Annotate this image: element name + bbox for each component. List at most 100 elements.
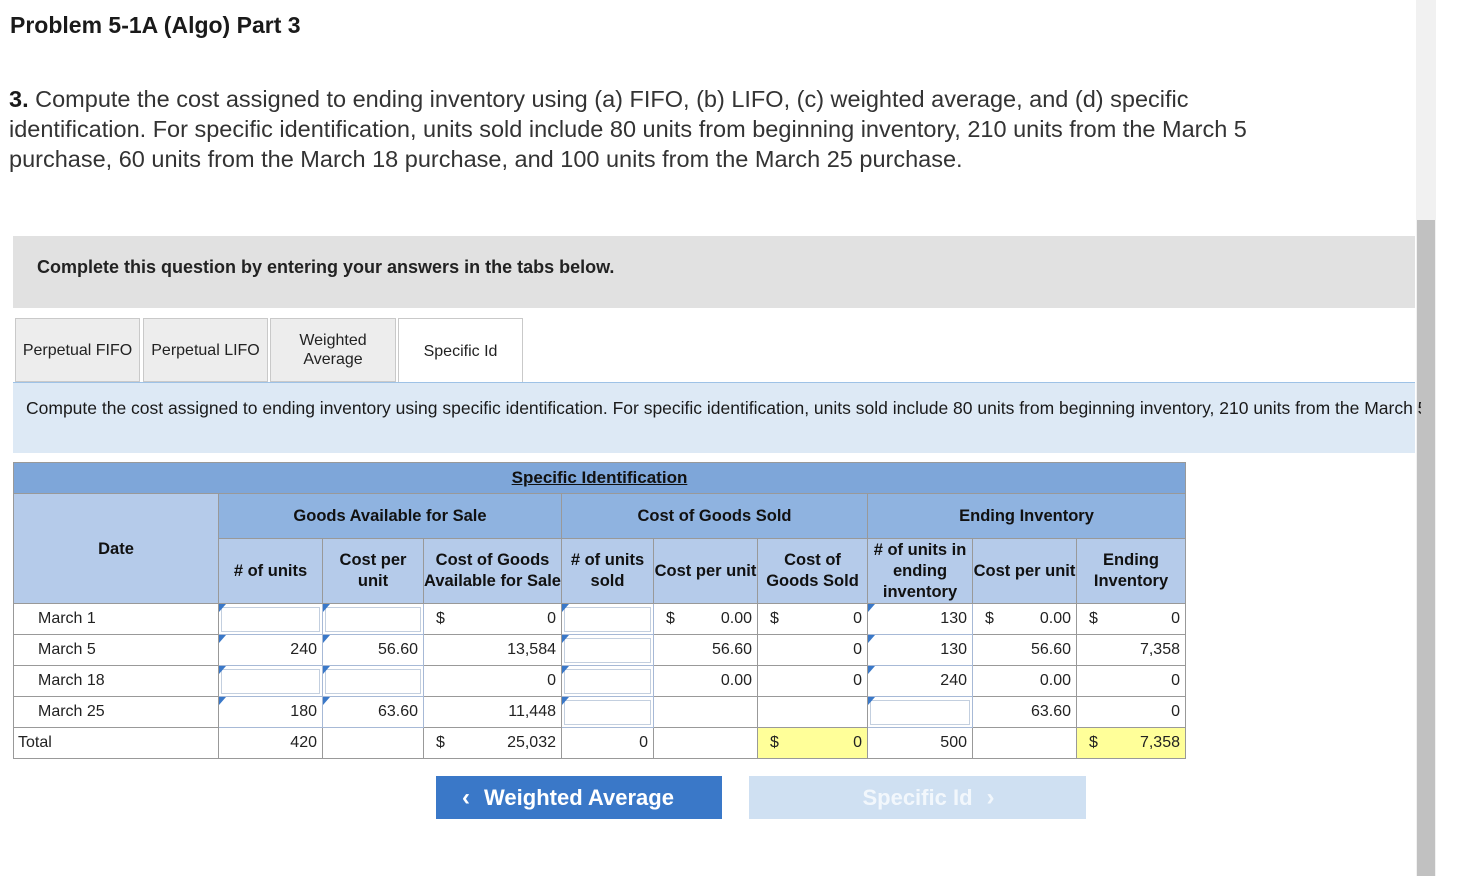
date-cell: March 5 — [13, 634, 219, 666]
total-cogs: $0 — [757, 727, 868, 759]
cost-available-header: Cost of Goods Available for Sale — [423, 538, 562, 604]
vertical-scrollbar[interactable] — [1416, 0, 1436, 876]
value: 7,358 — [1139, 734, 1180, 751]
table-row: March 5 240 56.60 13,584 56.60 0 130 56.… — [13, 634, 1186, 666]
total-label: Total — [13, 727, 219, 759]
units-sold-input[interactable] — [561, 696, 654, 728]
tab-label: Perpetual LIFO — [151, 341, 260, 359]
cost-per-unit-input[interactable] — [322, 665, 424, 697]
tab-instruction: Compute the cost assigned to ending inve… — [13, 383, 1421, 453]
tab-specific-id[interactable]: Specific Id — [398, 318, 523, 384]
next-tab-label: Specific Id — [862, 784, 973, 810]
cogs-header: Cost of Goods Sold — [561, 493, 868, 539]
chevron-right-icon: › — [986, 783, 995, 811]
ending-inventory-column-header: Ending Inventory — [1076, 538, 1186, 604]
page-title: Problem 5-1A (Algo) Part 3 — [10, 12, 301, 38]
cost-per-unit-input[interactable]: 63.60 — [322, 696, 424, 728]
value: 0 — [547, 610, 556, 627]
ending-inventory-cell: $0 — [1076, 603, 1186, 635]
currency-symbol: $ — [436, 734, 445, 751]
currency-symbol: $ — [770, 610, 779, 627]
total-ending-inventory: $7,358 — [1076, 727, 1186, 759]
units-sold-header: # of units sold — [561, 538, 654, 604]
units-sold-input[interactable] — [561, 634, 654, 666]
cogs-cell: $0 — [757, 603, 868, 635]
value: 0 — [1171, 610, 1180, 627]
cogs-cost-per-unit-cell — [653, 696, 758, 728]
chevron-left-icon: ‹ — [462, 783, 471, 811]
total-cost-available: $25,032 — [423, 727, 562, 759]
value: 0.00 — [1039, 610, 1071, 627]
banner-text: Complete this question by entering your … — [37, 257, 615, 277]
units-ending-input[interactable] — [867, 696, 973, 728]
ending-cost-per-unit-cell: $0.00 — [972, 603, 1077, 635]
tab-weighted-average[interactable]: Weighted Average — [270, 318, 396, 382]
units-input[interactable] — [218, 603, 323, 635]
specific-identification-table: Specific Identification Date Goods Avail… — [13, 462, 1186, 759]
cogs-cell: 0 — [757, 665, 868, 697]
cost-per-unit-input[interactable]: 56.60 — [322, 634, 424, 666]
date-cell: March 1 — [13, 603, 219, 635]
units-input[interactable] — [218, 665, 323, 697]
ending-inventory-header: Ending Inventory — [867, 493, 1186, 539]
units-input[interactable]: 240 — [218, 634, 323, 666]
prev-tab-label: Weighted Average — [484, 784, 674, 810]
ending-cost-per-unit-header: Cost per unit — [972, 538, 1077, 604]
value: 0 — [853, 734, 862, 751]
value: 0 — [853, 610, 862, 627]
table-row: March 1 $0 $0.00 $0 130 $0.00 $0 — [13, 603, 1186, 635]
empty-cell — [653, 727, 758, 759]
question-text: 3. Compute the cost assigned to ending i… — [9, 84, 1259, 174]
ending-inventory-cell: 7,358 — [1076, 634, 1186, 666]
cogs-cost-per-unit-cell: 56.60 — [653, 634, 758, 666]
total-units-sold: 0 — [561, 727, 654, 759]
ending-inventory-cell: 0 — [1076, 696, 1186, 728]
tab-divider — [13, 382, 1415, 383]
units-input[interactable]: 180 — [218, 696, 323, 728]
ending-cost-per-unit-cell: 0.00 — [972, 665, 1077, 697]
tab-label: Specific Id — [423, 343, 498, 360]
total-units-ending: 500 — [867, 727, 973, 759]
question-body: Compute the cost assigned to ending inve… — [9, 86, 1247, 172]
table-row: March 25 180 63.60 11,448 63.60 0 — [13, 696, 1186, 728]
ending-cost-per-unit-cell: 56.60 — [972, 634, 1077, 666]
next-tab-button[interactable]: › Specific Id › — [749, 776, 1086, 819]
units-ending-input[interactable]: 240 — [867, 665, 973, 697]
units-sold-input[interactable] — [561, 603, 654, 635]
cogs-cost-per-unit-cell: $0.00 — [653, 603, 758, 635]
cogs-cost-per-unit-header: Cost per unit — [653, 538, 758, 604]
scrollbar-thumb[interactable] — [1417, 220, 1435, 876]
cost-available-cell: 13,584 — [423, 634, 562, 666]
cogs-cell: 0 — [757, 634, 868, 666]
currency-symbol: $ — [985, 610, 994, 627]
instruction-banner: Complete this question by entering your … — [13, 236, 1415, 308]
units-sold-input[interactable] — [561, 665, 654, 697]
units-header: # of units — [218, 538, 323, 604]
total-row: Total 420 $25,032 0 $0 500 $7,358 — [13, 727, 1186, 759]
currency-symbol: $ — [436, 610, 445, 627]
units-ending-input[interactable]: 130 — [867, 634, 973, 666]
tab-perpetual-fifo[interactable]: Perpetual FIFO — [15, 318, 140, 382]
goods-available-header: Goods Available for Sale — [218, 493, 562, 539]
currency-symbol: $ — [770, 734, 779, 751]
cost-available-cell: 0 — [423, 665, 562, 697]
units-ending-header: # of units in ending inventory — [867, 538, 973, 604]
value: 25,032 — [507, 734, 556, 751]
table-row: March 18 0 0.00 0 240 0.00 0 — [13, 665, 1186, 697]
instruction-text: Compute the cost assigned to ending inve… — [26, 398, 1421, 418]
table-title-link[interactable]: Specific Identification — [511, 467, 688, 487]
tab-label: Weighted Average — [299, 332, 367, 368]
cost-per-unit-input[interactable] — [322, 603, 424, 635]
cogs-cell — [757, 696, 868, 728]
question-number: 3. — [9, 86, 29, 112]
date-header: Date — [13, 493, 219, 604]
units-ending-input[interactable]: 130 — [867, 603, 973, 635]
ending-inventory-cell: 0 — [1076, 665, 1186, 697]
currency-symbol: $ — [1089, 734, 1098, 751]
tab-perpetual-lifo[interactable]: Perpetual LIFO — [143, 318, 268, 382]
prev-tab-button[interactable]: ‹ Weighted Average ‹ — [436, 776, 722, 819]
empty-cell — [972, 727, 1077, 759]
currency-symbol: $ — [666, 610, 675, 627]
cogs-cost-per-unit-cell: 0.00 — [653, 665, 758, 697]
cost-available-cell: 11,448 — [423, 696, 562, 728]
